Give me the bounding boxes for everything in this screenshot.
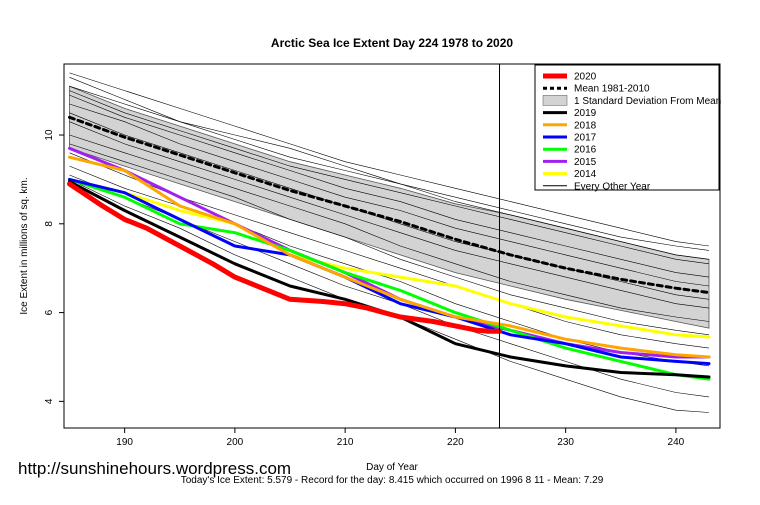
series-line-2014 — [68, 177, 711, 339]
y-tick-label-4: 4 — [44, 398, 55, 404]
x-tick-label-230: 230 — [557, 437, 574, 448]
x-tick-label-210: 210 — [337, 437, 354, 448]
other-year-line-9 — [69, 134, 710, 322]
legend-label-2014: 2014 — [574, 169, 597, 180]
footer-stats: Today's Ice Extent: 5.579 - Record for t… — [181, 475, 604, 486]
y-axis-label: Ice Extent in millions of sq. km. — [19, 177, 30, 314]
legend-label-2017: 2017 — [574, 133, 597, 144]
legend-label-2019: 2019 — [574, 108, 597, 119]
series-line-2016 — [68, 177, 711, 381]
x-axis: 190 200 210 220 230 240 — [116, 428, 685, 448]
series-layer — [67, 115, 711, 381]
plot-frame — [63, 63, 721, 429]
legend-label-mean-1981-2010: Mean 1981-2010 — [574, 84, 650, 95]
series-line-2017 — [68, 177, 711, 366]
other-year-line-10 — [69, 143, 710, 336]
legend-label-2016: 2016 — [574, 145, 597, 156]
legend-label-2018: 2018 — [574, 120, 597, 131]
other-year-line-8 — [69, 121, 710, 309]
legend-label-2015: 2015 — [574, 157, 597, 168]
y-axis: 4 6 8 10 — [44, 129, 64, 404]
legend-box — [534, 64, 720, 191]
x-tick-label-240: 240 — [668, 437, 685, 448]
legend-label-1-standard-deviation-from-mean: 1 Standard Deviation From Mean — [574, 96, 721, 107]
legend-label-2020: 2020 — [574, 72, 597, 83]
chart-title: Arctic Sea Ice Extent Day 224 1978 to 20… — [271, 36, 513, 50]
series-line-2020 — [67, 181, 502, 334]
x-tick-label-220: 220 — [447, 437, 464, 448]
series-line-mean-1981-2010 — [68, 115, 711, 295]
x-axis-label: Day of Year — [366, 462, 418, 473]
legend-swatch-1-standard-deviation-from-mean — [542, 95, 568, 106]
other-year-line-3 — [69, 85, 710, 260]
other-year-line-1 — [69, 72, 710, 247]
y-tick-label-10: 10 — [44, 129, 55, 141]
other-year-line-5 — [69, 94, 710, 278]
other-year-line-6 — [69, 103, 710, 287]
legend-label-every-other-year: Every Other Year — [574, 181, 651, 192]
x-tick-label-190: 190 — [116, 437, 133, 448]
x-tick-label-200: 200 — [227, 437, 244, 448]
other-year-line-7 — [69, 112, 710, 300]
series-line-2018 — [68, 155, 711, 359]
other-year-line-4 — [69, 90, 710, 265]
watermark-url: http://sunshinehours.wordpress.com — [18, 459, 291, 478]
y-tick-label-6: 6 — [44, 309, 55, 315]
y-tick-label-8: 8 — [44, 221, 55, 227]
